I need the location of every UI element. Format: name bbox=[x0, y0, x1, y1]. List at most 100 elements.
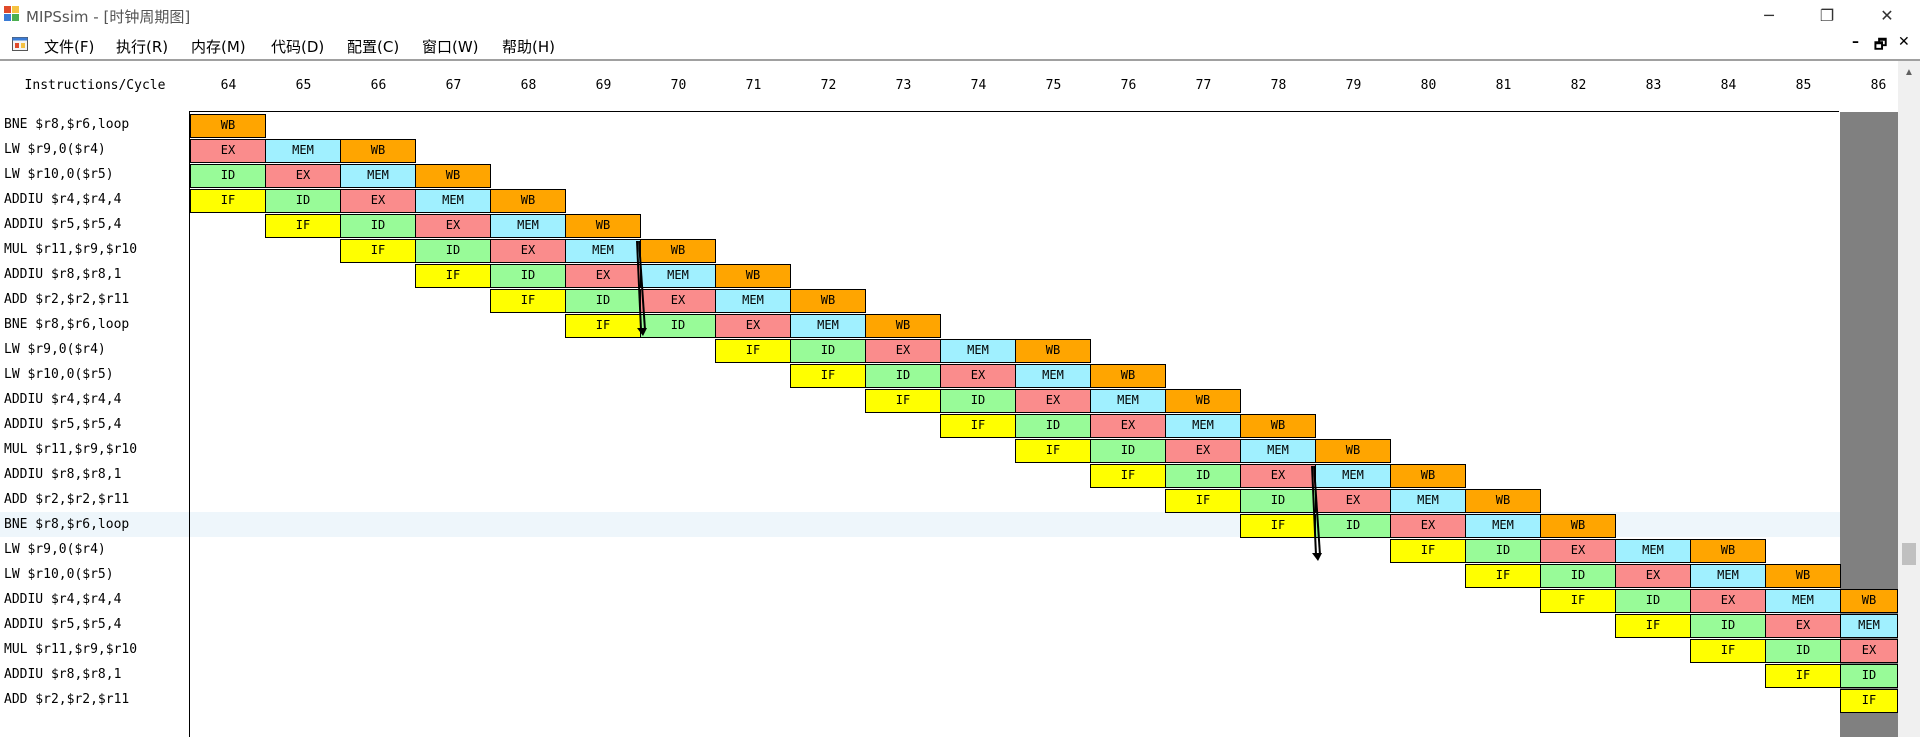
stage-if: IF bbox=[1015, 439, 1091, 463]
stage-ex: EX bbox=[1765, 614, 1841, 638]
close-button[interactable]: ✕ bbox=[1880, 5, 1894, 25]
menu-window[interactable]: 窗口(W) bbox=[422, 38, 479, 56]
stage-mem: MEM bbox=[1390, 489, 1466, 513]
menu-file[interactable]: 文件(F) bbox=[44, 38, 95, 56]
cycle-label: 86 bbox=[1870, 78, 1887, 93]
menu-bar: 文件(F) 执行(R) 内存(M) 代码(D) 配置(C) 窗口(W) 帮助(H… bbox=[0, 30, 1920, 58]
stage-wb: WB bbox=[1690, 539, 1766, 563]
stage-if: IF bbox=[1765, 664, 1841, 688]
stage-ex: EX bbox=[190, 139, 266, 163]
stage-mem: MEM bbox=[715, 289, 791, 313]
stage-wb: WB bbox=[1015, 339, 1091, 363]
stage-if: IF bbox=[715, 339, 791, 363]
stage-wb: WB bbox=[715, 264, 791, 288]
cycle-label: 71 bbox=[745, 78, 762, 93]
stage-mem: MEM bbox=[415, 189, 491, 213]
app-icon bbox=[4, 6, 20, 22]
header-label: Instructions/Cycle bbox=[24, 78, 166, 93]
scroll-up-arrow-icon[interactable]: ▲ bbox=[1904, 66, 1914, 78]
stage-wb: WB bbox=[1540, 514, 1616, 538]
stage-wb: WB bbox=[190, 114, 266, 138]
stage-mem: MEM bbox=[1465, 514, 1541, 538]
cycle-label: 84 bbox=[1720, 78, 1737, 93]
stage-ex: EX bbox=[1540, 539, 1616, 563]
stage-wb: WB bbox=[415, 164, 491, 188]
stage-wb: WB bbox=[490, 189, 566, 213]
stage-wb: WB bbox=[565, 214, 641, 238]
menu-config[interactable]: 配置(C) bbox=[347, 38, 400, 56]
mdi-minimize-button[interactable]: – bbox=[1852, 34, 1859, 50]
stage-id: ID bbox=[865, 364, 941, 388]
menu-separator bbox=[0, 59, 1920, 61]
stage-wb: WB bbox=[1090, 364, 1166, 388]
stage-id: ID bbox=[1840, 664, 1898, 688]
scrollbar-thumb[interactable] bbox=[1902, 543, 1916, 565]
stall-arrow-line bbox=[638, 240, 646, 331]
cycle-label: 82 bbox=[1570, 78, 1587, 93]
cycle-label: 77 bbox=[1195, 78, 1212, 93]
mdi-restore-button[interactable]: 🗗 bbox=[1874, 37, 1888, 53]
menu-code[interactable]: 代码(D) bbox=[271, 38, 325, 56]
stage-wb: WB bbox=[1465, 489, 1541, 513]
vertical-scrollbar[interactable]: ▲ bbox=[1898, 61, 1920, 737]
instruction-label: BNE $r8,$r6,loop bbox=[4, 517, 130, 532]
stage-id: ID bbox=[1690, 614, 1766, 638]
stage-mem: MEM bbox=[1090, 389, 1166, 413]
instruction-label: LW $r9,0($r4) bbox=[4, 342, 106, 357]
instruction-label: ADDIU $r4,$r4,4 bbox=[4, 592, 122, 607]
stage-mem: MEM bbox=[640, 264, 716, 288]
stage-mem: MEM bbox=[1615, 539, 1691, 563]
stall-arrow-head bbox=[1312, 553, 1322, 561]
stage-if: IF bbox=[865, 389, 941, 413]
stage-if: IF bbox=[1540, 589, 1616, 613]
stage-if: IF bbox=[940, 414, 1016, 438]
cycle-label: 67 bbox=[445, 78, 462, 93]
stage-wb: WB bbox=[790, 289, 866, 313]
stage-wb: WB bbox=[640, 239, 716, 263]
instruction-label: ADD $r2,$r2,$r11 bbox=[4, 492, 130, 507]
cycle-diagram: Instructions/Cycle 64 65 66 67 68 69 70 71 72 73 7… bbox=[0, 61, 1898, 737]
stage-ex: EX bbox=[415, 214, 491, 238]
stage-mem: MEM bbox=[790, 314, 866, 338]
stage-if: IF bbox=[415, 264, 491, 288]
stall-arrow-head bbox=[637, 328, 647, 336]
menu-help[interactable]: 帮助(H) bbox=[502, 38, 555, 56]
label-divider bbox=[189, 111, 190, 737]
stage-id: ID bbox=[1090, 439, 1166, 463]
stage-id: ID bbox=[490, 264, 566, 288]
instruction-label: ADD $r2,$r2,$r11 bbox=[4, 292, 130, 307]
instruction-label: MUL $r11,$r9,$r10 bbox=[4, 242, 138, 257]
instruction-label: ADDIU $r4,$r4,4 bbox=[4, 392, 122, 407]
mdi-close-button[interactable]: ✕ bbox=[1898, 34, 1910, 50]
stage-ex: EX bbox=[565, 264, 641, 288]
cycle-label: 85 bbox=[1795, 78, 1812, 93]
menu-execute[interactable]: 执行(R) bbox=[116, 38, 169, 56]
instruction-label: ADDIU $r8,$r8,1 bbox=[4, 467, 122, 482]
stage-ex: EX bbox=[1090, 414, 1166, 438]
restore-button[interactable]: ❐ bbox=[1819, 5, 1835, 25]
stage-ex: EX bbox=[340, 189, 416, 213]
menu-memory[interactable]: 内存(M) bbox=[191, 38, 246, 56]
instruction-label: ADDIU $r8,$r8,1 bbox=[4, 267, 122, 282]
stage-wb: WB bbox=[1390, 464, 1466, 488]
cycle-label: 73 bbox=[895, 78, 912, 93]
title-bar: MIPSsim - [时钟周期图] ─ ❐ ✕ bbox=[0, 0, 1920, 30]
stage-id: ID bbox=[1165, 464, 1241, 488]
instruction-label: ADDIU $r8,$r8,1 bbox=[4, 667, 122, 682]
cycle-label: 68 bbox=[520, 78, 537, 93]
cycle-label: 78 bbox=[1270, 78, 1287, 93]
stage-ex: EX bbox=[1840, 639, 1898, 663]
document-icon[interactable] bbox=[12, 37, 28, 51]
stall-arrow-line bbox=[636, 240, 642, 331]
stage-mem: MEM bbox=[940, 339, 1016, 363]
minimize-button[interactable]: ─ bbox=[1764, 5, 1774, 25]
cycle-label: 74 bbox=[970, 78, 987, 93]
stage-if: IF bbox=[490, 289, 566, 313]
stage-id: ID bbox=[565, 289, 641, 313]
stage-id: ID bbox=[1015, 414, 1091, 438]
header-divider bbox=[189, 111, 1839, 112]
stage-id: ID bbox=[265, 189, 341, 213]
stage-wb: WB bbox=[865, 314, 941, 338]
stage-if: IF bbox=[1690, 639, 1766, 663]
instruction-label: ADD $r2,$r2,$r11 bbox=[4, 692, 130, 707]
